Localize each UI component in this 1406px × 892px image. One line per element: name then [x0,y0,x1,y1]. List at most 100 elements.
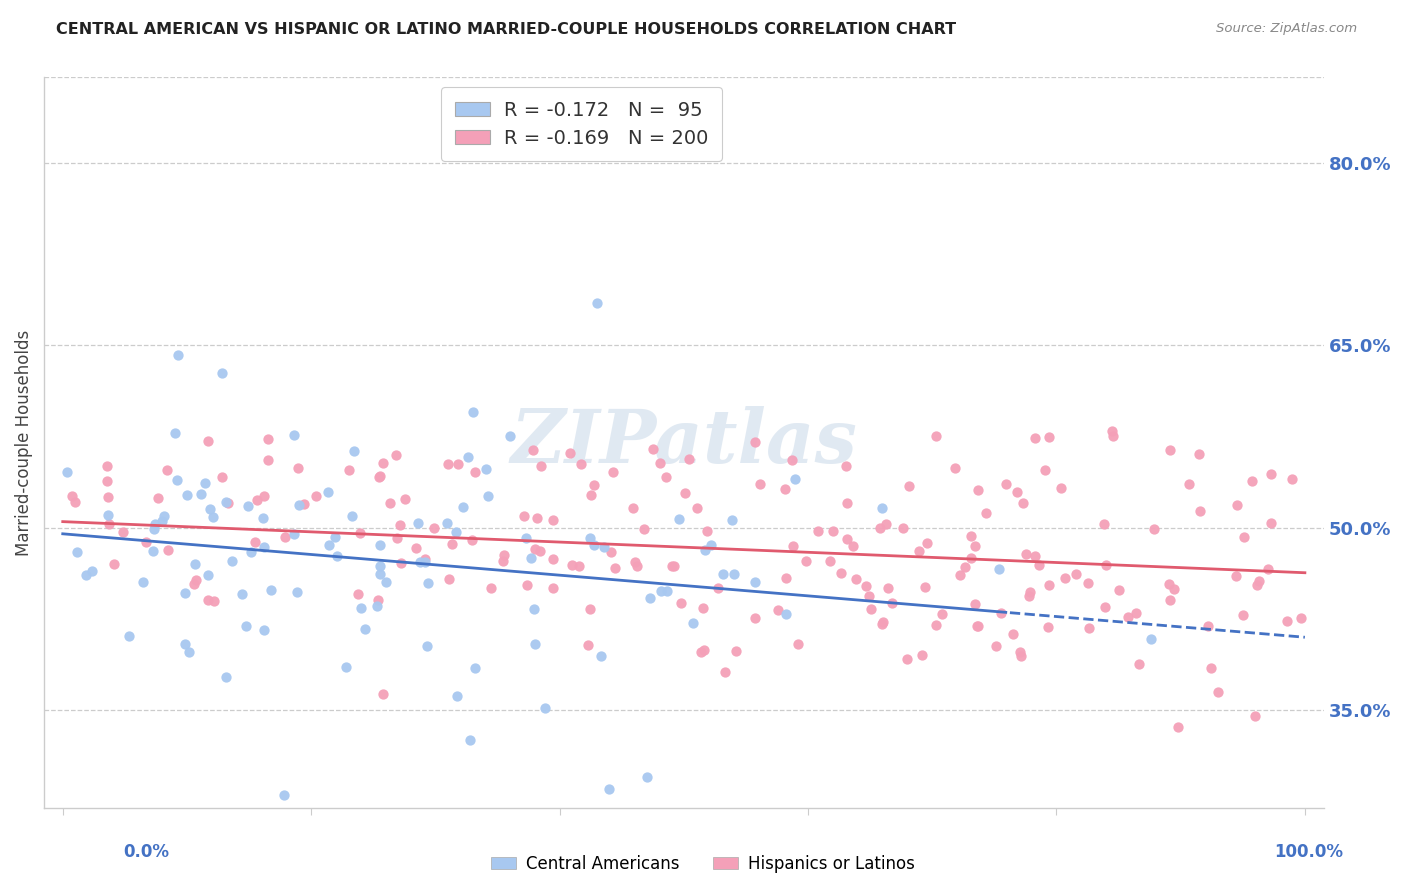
Point [915,536,938,550]
Point [870,501,893,516]
Point [925,618,948,632]
Point [239,545,262,559]
Point [1260,516,1282,531]
Point [413,552,436,566]
Point [156,543,179,558]
Point [965,539,987,553]
Point [720,512,742,526]
Point [586,295,609,310]
Point [782,453,804,467]
Point [156,462,179,476]
Point [1281,472,1303,486]
Point [744,611,766,625]
Point [283,527,305,541]
Point [855,579,877,593]
Point [475,461,498,475]
Point [1159,592,1181,607]
Point [655,583,678,598]
Point [406,516,429,530]
Point [117,629,139,643]
Point [523,541,546,556]
Point [696,524,718,538]
Point [464,465,486,479]
Point [673,486,696,500]
Point [568,559,591,574]
Point [288,498,311,512]
Point [441,537,464,551]
Point [569,457,592,471]
Point [830,566,852,580]
Point [437,572,460,586]
Point [633,522,655,536]
Point [967,618,990,632]
Point [513,508,536,523]
Point [215,670,238,684]
Point [869,521,891,535]
Point [1143,522,1166,536]
Point [1008,645,1031,659]
Point [621,500,644,515]
Point [522,442,544,457]
Point [949,568,972,582]
Point [966,483,988,498]
Point [340,508,363,523]
Point [576,638,599,652]
Point [375,574,398,589]
Point [103,557,125,571]
Point [1010,649,1032,664]
Point [914,580,936,594]
Point [711,566,734,581]
Point [389,517,412,532]
Point [526,510,548,524]
Point [626,559,648,574]
Point [1163,582,1185,597]
Point [598,782,620,797]
Legend: R = -0.172   N =  95, R = -0.169   N = 200: R = -0.172 N = 95, R = -0.169 N = 200 [441,87,721,161]
Point [891,521,914,535]
Point [186,574,208,588]
Point [150,514,173,528]
Point [1015,547,1038,561]
Point [699,539,721,553]
Point [253,623,276,637]
Point [1092,517,1115,532]
Point [211,366,233,380]
Point [451,500,474,514]
Point [823,524,845,538]
Point [775,607,797,622]
Point [458,732,481,747]
Point [842,539,865,553]
Point [1159,577,1181,591]
Point [782,539,804,553]
Point [148,491,170,506]
Point [1140,632,1163,646]
Point [560,446,582,460]
Point [183,558,205,572]
Point [1033,463,1056,477]
Point [368,559,391,574]
Point [807,524,830,538]
Point [380,496,402,510]
Point [56,465,79,479]
Point [995,477,1018,491]
Point [744,434,766,449]
Point [955,559,977,574]
Point [202,593,225,607]
Point [583,477,606,491]
Text: 100.0%: 100.0% [1274,843,1343,861]
Point [464,661,486,675]
Point [373,687,395,701]
Point [1101,424,1123,438]
Point [190,486,212,500]
Point [966,619,988,633]
Point [1226,499,1249,513]
Point [692,601,714,615]
Point [860,602,883,616]
Point [603,561,626,575]
Point [1178,476,1201,491]
Y-axis label: Married-couple Households: Married-couple Households [15,329,32,556]
Point [323,530,346,544]
Point [446,689,468,703]
Point [343,443,366,458]
Point [1232,607,1254,622]
